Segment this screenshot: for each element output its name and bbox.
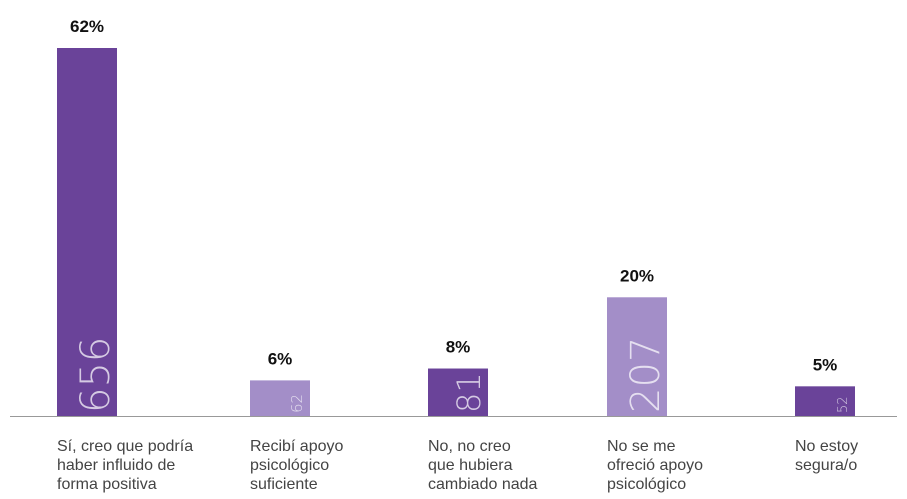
data-label: 62% (70, 17, 104, 36)
category-label-line: cambiado nada (428, 476, 538, 493)
category-label: Sí, creo que podría haber influido de form… (57, 437, 227, 494)
category-label: No estoy segura/o (795, 437, 907, 475)
category-label-line: Sí, creo que podría (57, 438, 194, 455)
count-label: 656 (73, 337, 119, 413)
category-label-line: psicológico (250, 457, 330, 474)
category-label: No se me ofreció apoyo psicológico (607, 437, 777, 494)
category-label-line: ofreció apoyo (607, 457, 704, 474)
data-label: 20% (620, 266, 654, 285)
category-label-line: psicológico (607, 476, 687, 493)
category-label-line: No estoy (795, 438, 859, 455)
bar (607, 297, 667, 416)
category-label-line: forma positiva (57, 476, 157, 493)
data-label: 8% (446, 338, 471, 357)
data-label: 5% (813, 355, 838, 374)
bar (250, 380, 310, 416)
bar (428, 368, 488, 416)
count-label: 52 (836, 396, 851, 413)
bar (795, 386, 855, 416)
category-label-line: haber influido de (57, 457, 176, 474)
category-label-line: No se me (607, 438, 676, 455)
category-label: Recibí apoyo psicológico suficiente (250, 437, 420, 494)
data-label: 6% (268, 349, 293, 368)
count-label: 62 (288, 394, 306, 413)
bar (57, 48, 117, 416)
category-label-line: que hubiera (428, 457, 513, 474)
count-label: 81 (450, 372, 488, 413)
category-label-line: Recibí apoyo (250, 438, 344, 455)
category-label-line: No, no creo (428, 438, 511, 455)
category-label: No, no creo que hubiera cambiado nada (428, 437, 598, 494)
count-label: 207 (623, 337, 669, 413)
category-label-line: segura/o (795, 457, 858, 474)
category-label-line: suficiente (250, 476, 318, 493)
